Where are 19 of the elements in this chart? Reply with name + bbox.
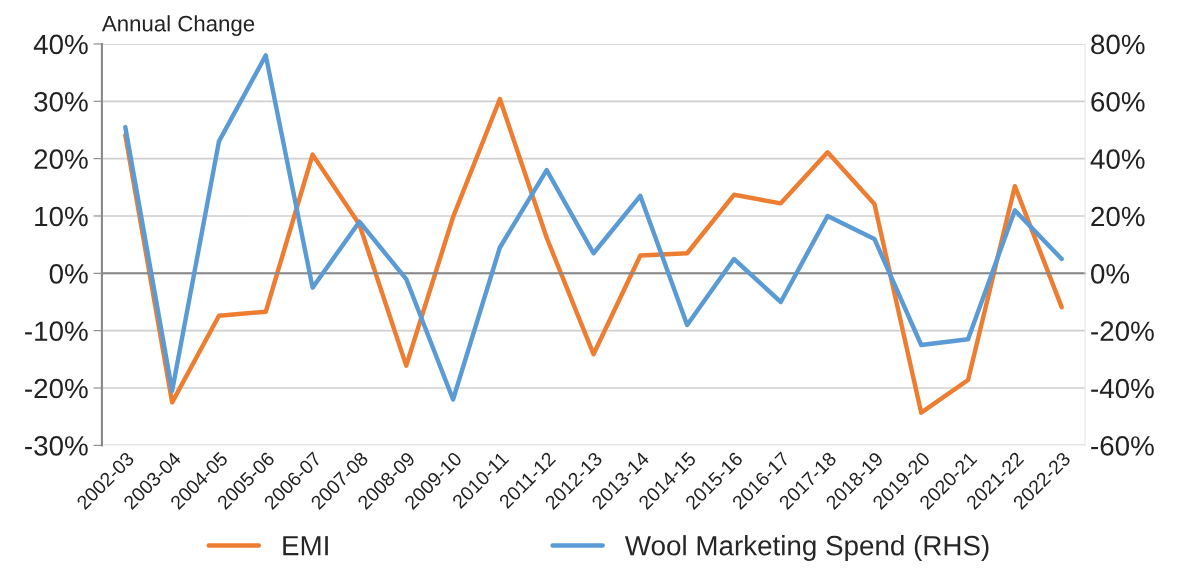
- y-tick-label: -10%: [25, 321, 88, 342]
- y2-tick-label: 60%: [1091, 91, 1145, 112]
- y-axis-title: Annual Change: [101, 15, 255, 36]
- y-tick-label: 40%: [33, 34, 88, 55]
- legend-label: EMI: [283, 536, 328, 556]
- y2-tick-label: -60%: [1091, 436, 1154, 456]
- y2-tick-label: 0%: [1091, 264, 1130, 284]
- y2-tick-label: -40%: [1091, 378, 1154, 399]
- y-tick-label: -20%: [25, 378, 88, 399]
- y-tick-label: 0%: [49, 264, 88, 284]
- y-tick-label: 20%: [34, 149, 88, 169]
- line-series: [123, 53, 1064, 402]
- y2-tick-label: -20%: [1091, 321, 1154, 342]
- y2-tick-label: 20%: [1091, 206, 1145, 227]
- y-tick-label: 30%: [34, 91, 88, 112]
- y-tick-label: 10%: [35, 206, 88, 227]
- y2-tick-label: 40%: [1090, 149, 1145, 169]
- y2-tick-label: 80%: [1091, 34, 1145, 55]
- legend-label: Wool Marketing Spend (RHS): [624, 535, 989, 561]
